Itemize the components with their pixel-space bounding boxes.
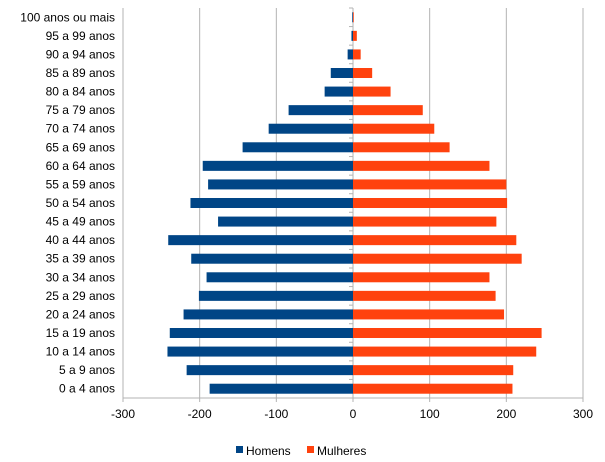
category-label: 30 a 34 anos [46, 270, 115, 284]
legend-label-homens: Homens [246, 444, 291, 458]
category-label: 5 a 9 anos [59, 363, 115, 377]
bar-homens-16 [183, 309, 353, 320]
bar-homens-15 [198, 290, 353, 301]
bar-mulheres-5 [353, 105, 423, 116]
bar-homens-3 [330, 68, 353, 78]
bar-homens-6 [268, 123, 353, 134]
category-label: 65 a 69 anos [46, 140, 115, 154]
bar-mulheres-1 [353, 30, 357, 41]
category-label: 85 a 89 anos [46, 66, 115, 80]
bar-mulheres-10 [353, 198, 508, 208]
bar-homens-12 [168, 235, 353, 246]
x-tick-label: 100 [420, 407, 440, 421]
bar-homens-14 [206, 272, 353, 283]
bar-mulheres-15 [353, 290, 496, 301]
bar-mulheres-4 [353, 86, 391, 97]
category-label: 70 a 74 anos [46, 122, 115, 136]
x-tick-label: -200 [188, 407, 212, 421]
category-label: 35 a 39 anos [46, 252, 115, 266]
legend-swatch-homens [236, 446, 243, 453]
bar-homens-7 [242, 142, 353, 153]
bar-homens-19 [186, 365, 353, 376]
category-label: 55 a 59 anos [46, 177, 115, 191]
legend-label-mulheres: Mulheres [317, 444, 366, 458]
category-label: 25 a 29 anos [46, 289, 115, 303]
bar-mulheres-18 [353, 346, 537, 357]
bar-mulheres-19 [353, 365, 514, 376]
bar-mulheres-14 [353, 272, 490, 283]
category-label: 0 a 4 anos [59, 382, 115, 396]
bar-mulheres-13 [353, 253, 522, 264]
bar-homens-20 [209, 383, 353, 394]
bar-mulheres-20 [353, 383, 513, 394]
bar-mulheres-17 [353, 328, 542, 338]
bar-homens-11 [218, 216, 353, 227]
bar-mulheres-0 [353, 12, 354, 23]
bar-homens-10 [190, 198, 353, 208]
category-label: 20 a 24 anos [46, 307, 115, 321]
bar-homens-9 [208, 179, 353, 190]
bar-homens-13 [191, 253, 353, 264]
category-label: 95 a 99 anos [46, 29, 115, 43]
legend-swatch-mulheres [307, 446, 314, 453]
bar-homens-0 [352, 12, 353, 23]
bar-mulheres-3 [353, 68, 373, 78]
x-tick-label: 300 [573, 407, 593, 421]
category-label: 75 a 79 anos [46, 103, 115, 117]
x-tick-label: 200 [496, 407, 516, 421]
bar-homens-18 [167, 346, 353, 357]
legend: Homens Mulheres [236, 444, 366, 458]
bar-mulheres-12 [353, 235, 517, 246]
x-tick-label: -100 [264, 407, 288, 421]
category-labels: 100 anos ou mais 95 a 99 anos 90 a 94 anos… [20, 10, 115, 395]
category-label: 60 a 64 anos [46, 159, 115, 173]
bar-homens-8 [202, 160, 353, 171]
bar-mulheres-7 [353, 142, 450, 153]
bar-mulheres-2 [353, 49, 361, 60]
bar-mulheres-8 [353, 160, 490, 171]
bar-mulheres-9 [353, 179, 507, 190]
bar-homens-5 [288, 105, 353, 116]
category-label: 80 a 84 anos [46, 85, 115, 99]
category-label: 15 a 19 anos [46, 326, 115, 340]
bar-homens-4 [324, 86, 353, 97]
bar-homens-17 [169, 328, 353, 338]
bar-homens-1 [351, 30, 353, 41]
category-label: 45 a 49 anos [46, 215, 115, 229]
category-label: 100 anos ou mais [20, 10, 115, 24]
bars [167, 12, 542, 394]
x-axis: -300 -200 -100 0 100 200 300 [111, 407, 593, 421]
x-tick-label: 0 [350, 407, 357, 421]
category-label: 40 a 44 anos [46, 233, 115, 247]
bar-mulheres-16 [353, 309, 505, 320]
bar-mulheres-11 [353, 216, 497, 227]
category-label: 50 a 54 anos [46, 196, 115, 210]
category-label: 10 a 14 anos [46, 345, 115, 359]
category-label: 90 a 94 anos [46, 47, 115, 61]
x-tick-label: -300 [111, 407, 135, 421]
bar-homens-2 [347, 49, 353, 60]
bar-mulheres-6 [353, 123, 435, 134]
